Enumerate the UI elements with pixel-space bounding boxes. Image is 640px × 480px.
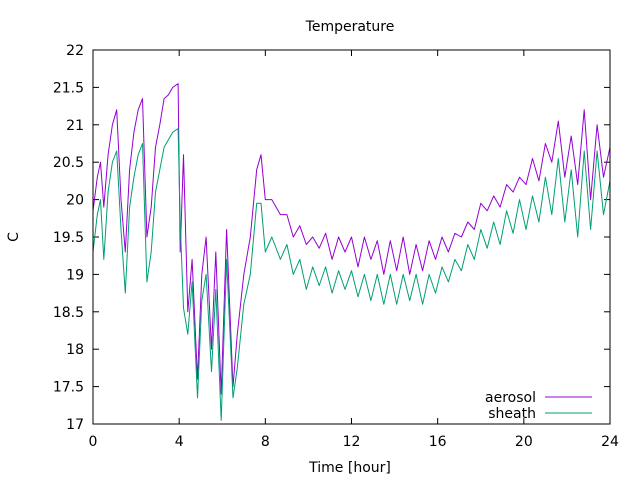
- y-tick-label: 20: [66, 193, 84, 209]
- x-tick-label: 24: [601, 434, 619, 450]
- legend-label-aerosol: aerosol: [485, 390, 536, 406]
- axis-ticks: 17 17.5 18 18.5 19 19.5 20 20.5 21 21.5 22 0 4 8 12 16 2…: [53, 43, 619, 450]
- series-layer: [92, 83, 611, 421]
- y-tick-label: 22: [66, 43, 84, 59]
- legend-label-sheath: sheath: [488, 406, 536, 422]
- chart-title: Temperature: [305, 19, 395, 35]
- y-tick-label: 18.5: [53, 305, 84, 321]
- x-tick-label: 16: [429, 434, 447, 450]
- plot-frame: [92, 49, 611, 425]
- y-tick-label: 21.5: [53, 80, 84, 96]
- y-tick-label: 19.5: [53, 230, 84, 246]
- x-axis-label: Time [hour]: [308, 460, 391, 476]
- y-axis-label: C: [6, 232, 22, 242]
- x-tick-label: 20: [515, 434, 533, 450]
- series-line-aerosol: [92, 83, 611, 395]
- y-tick-label: 17.5: [53, 380, 84, 396]
- x-tick-label: 0: [89, 434, 98, 450]
- y-tick-label: 18: [66, 342, 84, 358]
- x-tick-label: 12: [343, 434, 361, 450]
- x-tick-label: 4: [175, 434, 184, 450]
- y-tick-label: 20.5: [53, 155, 84, 171]
- y-tick-label: 19: [66, 267, 84, 283]
- series-line-sheath: [92, 128, 611, 421]
- x-tick-label: 8: [261, 434, 270, 450]
- y-tick-label: 21: [66, 118, 84, 134]
- y-tick-label: 17: [66, 417, 84, 433]
